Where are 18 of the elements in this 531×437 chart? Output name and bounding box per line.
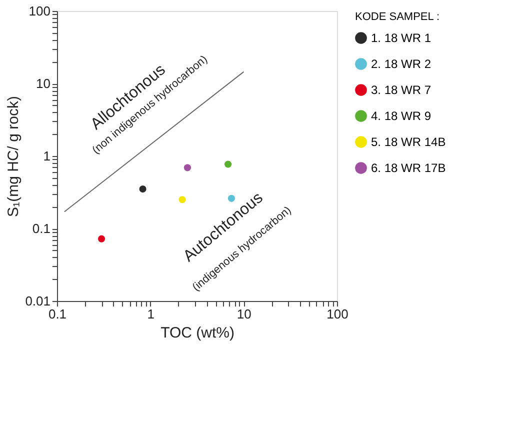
legend-label: 1. 18 WR 1 (371, 31, 432, 45)
legend-title: KODE SAMPEL : (355, 11, 440, 23)
x-tick-label: 1 (147, 306, 154, 322)
y-tick-label: 1 (43, 148, 50, 164)
x-tick-label: 100 (326, 306, 348, 322)
y-tick-label: 0.01 (25, 294, 50, 308)
legend-label: 6. 18 WR 17B (371, 161, 446, 175)
legend-label: 3. 18 WR 7 (371, 83, 432, 97)
legend-label: 5. 18 WR 14B (371, 135, 446, 149)
x-axis-title: TOC (wt%) (160, 324, 234, 342)
legend-label: 4. 18 WR 9 (371, 109, 432, 123)
legend-label: 2. 18 WR 2 (371, 57, 432, 71)
y-tick-label: 0.1 (32, 221, 50, 236)
x-tick-label: 0.1 (48, 306, 67, 322)
y-tick-label: 10 (36, 76, 50, 91)
y-axis-title: S₁(mg HC/ g rock) (5, 96, 22, 217)
x-tick-label: 10 (236, 306, 252, 322)
y-tick-label: 100 (28, 4, 50, 18)
